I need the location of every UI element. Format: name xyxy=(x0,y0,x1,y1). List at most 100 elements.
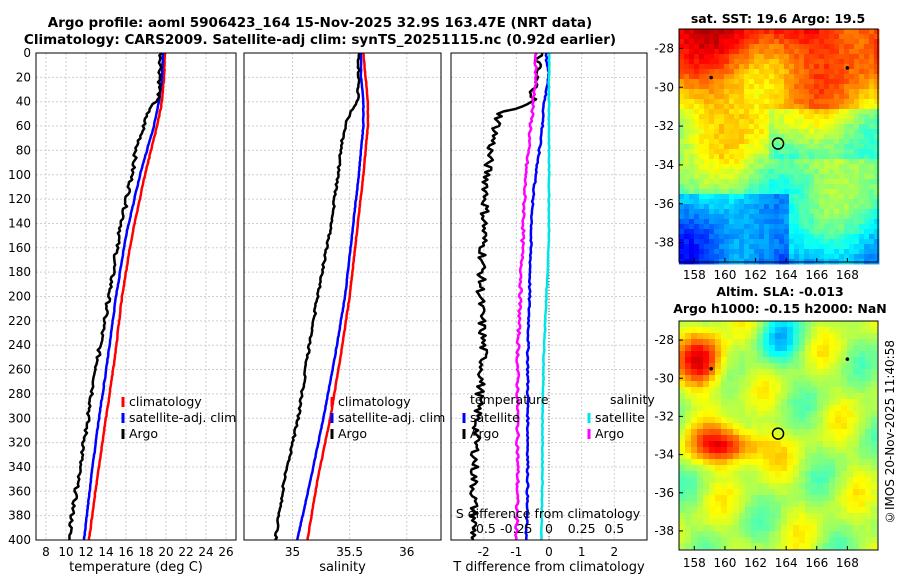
sst-map-cell xyxy=(874,124,880,130)
diff-xtick-label: 1 xyxy=(578,545,586,559)
sst-map-cell xyxy=(719,54,725,60)
sla-map-cell xyxy=(727,351,734,358)
sst-map-cell xyxy=(869,44,875,50)
sst-map-cell xyxy=(689,79,695,85)
sla-map-cell xyxy=(691,447,698,454)
sst-map-cell xyxy=(814,229,820,235)
sst-map-cell xyxy=(759,79,765,85)
sst-map-cell xyxy=(789,89,795,95)
sst-map-cell xyxy=(819,79,825,85)
sla-map-cell xyxy=(847,435,854,442)
sst-map-cell xyxy=(824,229,830,235)
sla-map-cell xyxy=(679,513,686,520)
sst-map-cell xyxy=(764,44,770,50)
sst-map-cell xyxy=(789,209,795,215)
sst-map-cell xyxy=(729,184,735,190)
sst-map-cell xyxy=(839,44,845,50)
sla-map-cell xyxy=(769,333,776,340)
sst-map-cell xyxy=(824,129,830,135)
sst-map-cell xyxy=(779,179,785,185)
sla-map-cell xyxy=(733,357,740,364)
sst-map-cell xyxy=(734,44,740,50)
sst-map-cell xyxy=(844,154,850,160)
sst-map-cell xyxy=(844,144,850,150)
sla-map-cell xyxy=(787,333,794,340)
sst-map-cell xyxy=(724,54,730,60)
sla-map-cell xyxy=(817,321,824,328)
sst-map-cell xyxy=(764,69,770,75)
temp-xtick-label: 22 xyxy=(178,545,193,559)
sst-map-cell xyxy=(829,184,835,190)
sst-map-cell xyxy=(754,249,760,255)
sst-map-cell xyxy=(739,184,745,190)
sla-map-cell xyxy=(853,393,860,400)
sst-map-cell xyxy=(764,34,770,40)
sst-map-cell xyxy=(699,219,705,225)
sla-map-cell xyxy=(721,351,728,358)
sla-map-cell xyxy=(871,381,878,388)
sst-map-cell xyxy=(739,124,745,130)
sst-map-cell xyxy=(824,249,830,255)
sla-map-cell xyxy=(751,435,758,442)
sst-map-cell xyxy=(839,34,845,40)
sst-map-cell xyxy=(739,104,745,110)
sst-map-cell xyxy=(759,234,765,240)
sst-map-cell xyxy=(864,214,870,220)
sla-map-argo-marker xyxy=(771,427,785,440)
sla-map-cell xyxy=(691,387,698,394)
sst-map-cell xyxy=(844,104,850,110)
sst-map-cell xyxy=(834,84,840,90)
sla-map-cell xyxy=(805,363,812,370)
sla-map-cell xyxy=(703,375,710,382)
sla-map-cell xyxy=(859,531,866,538)
sst-map-cell xyxy=(744,144,750,150)
sst-map-cell xyxy=(709,209,715,215)
sla-map-cell xyxy=(871,477,878,484)
sst-map-cell xyxy=(739,114,745,120)
sla-map-cell xyxy=(787,453,794,460)
sla-map-cell xyxy=(763,333,770,340)
sla-map-cell xyxy=(787,393,794,400)
sla-map-cell xyxy=(691,369,698,376)
sst-map-cell xyxy=(734,114,740,120)
sla-map-cell xyxy=(727,399,734,406)
sst-map-cell xyxy=(809,229,815,235)
sla-map-cell xyxy=(865,375,872,382)
sst-map-cell xyxy=(834,169,840,175)
sla-map-cell xyxy=(715,531,722,538)
sla-map-cell xyxy=(841,339,848,346)
sla-map-cell xyxy=(685,417,692,424)
sla-map-cell xyxy=(859,417,866,424)
sst-map-cell xyxy=(794,164,800,170)
sst-map-cell xyxy=(759,134,765,140)
sla-map-cell xyxy=(793,513,800,520)
sla-map-cell xyxy=(733,411,740,418)
sst-map-cell xyxy=(804,189,810,195)
sst-map-cell xyxy=(874,39,880,45)
sst-map-cell xyxy=(869,54,875,60)
sla-map-cell xyxy=(829,327,836,334)
sla-map-cell xyxy=(817,465,824,472)
sst-map-cell xyxy=(684,39,690,45)
sla-map-cell xyxy=(709,327,716,334)
sla-map-cell xyxy=(805,519,812,526)
sst-map-cell xyxy=(699,114,705,120)
sst-map-cell xyxy=(834,219,840,225)
sst-map-cell xyxy=(864,154,870,160)
sla-map-island-marker xyxy=(709,366,713,371)
sst-map-cell xyxy=(754,219,760,225)
sla-map-cell xyxy=(709,513,716,520)
sla-map-cell xyxy=(829,333,836,340)
sst-map-cell xyxy=(854,219,860,225)
sst-map-cell xyxy=(749,169,755,175)
sst-map-cell xyxy=(829,94,835,100)
sst-map-cell xyxy=(744,44,750,50)
sla-map-cell xyxy=(829,471,836,478)
sst-map-cell xyxy=(799,84,805,90)
sst-map-cell xyxy=(794,104,800,110)
sst-map-cell xyxy=(699,209,705,215)
sla-map-cell xyxy=(685,357,692,364)
sst-map-cell xyxy=(834,69,840,75)
sst-map-cell xyxy=(709,219,715,225)
sst-map-cell xyxy=(849,74,855,80)
